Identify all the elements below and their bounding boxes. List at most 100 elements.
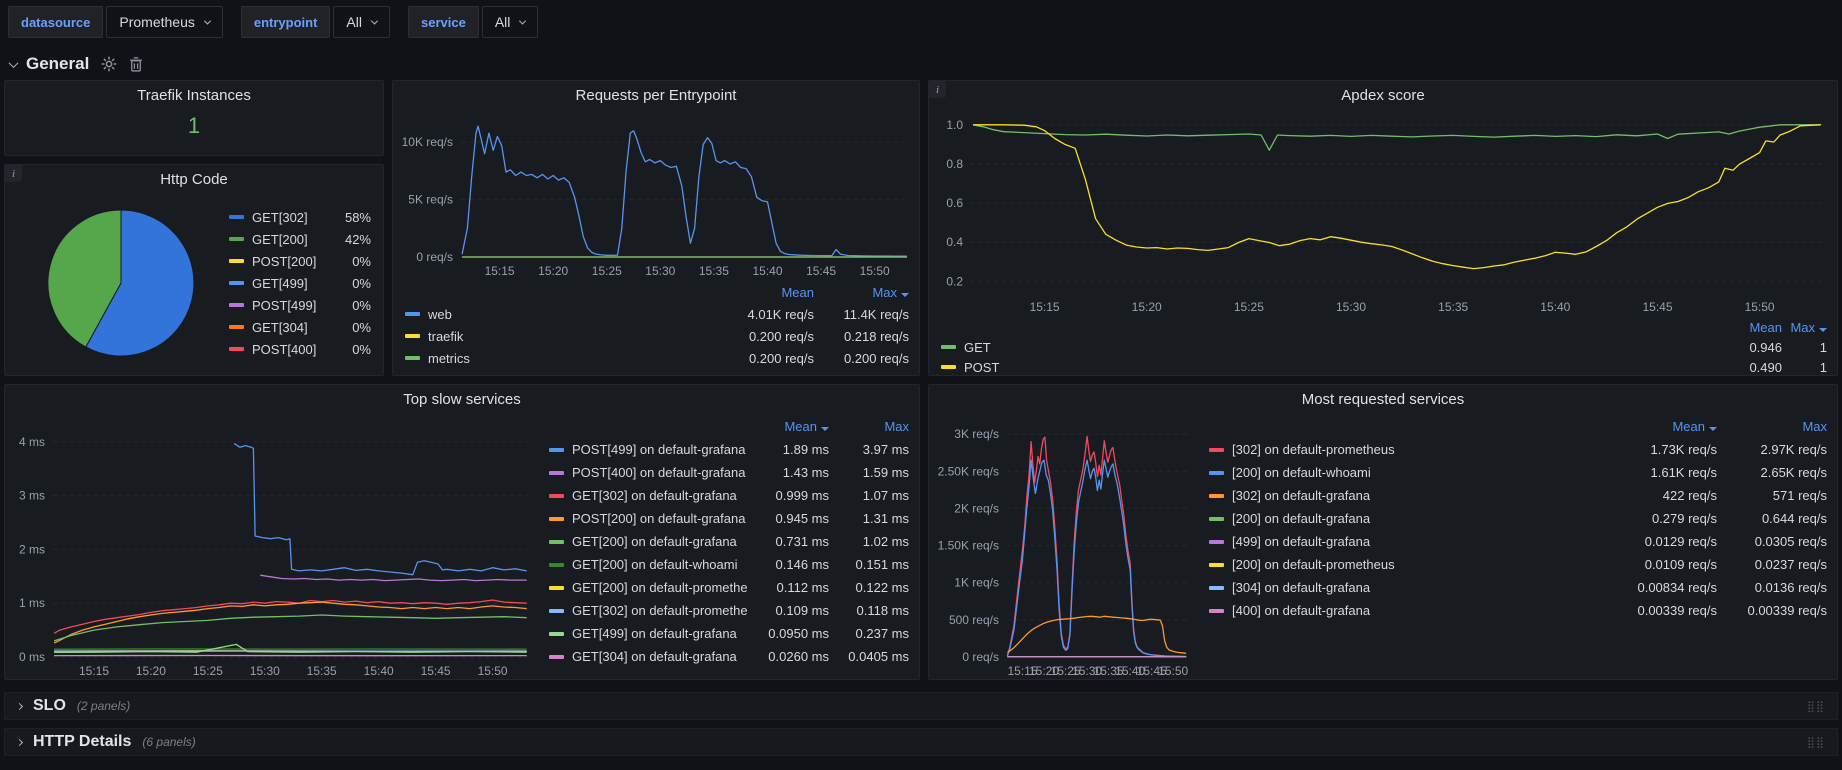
legend-max-value: 571 req/s (1772, 488, 1827, 503)
panel-title[interactable]: Top slow services (5, 385, 919, 413)
panel-title[interactable]: Requests per Entrypoint (393, 81, 919, 109)
legend-series-toggle[interactable]: POST (941, 360, 1707, 375)
variable-service-value[interactable]: All (481, 6, 539, 38)
svg-text:0.8: 0.8 (946, 157, 963, 171)
row-delete-button[interactable] (129, 56, 143, 72)
legend-series-toggle[interactable]: [200] on default-whoami (1209, 465, 1592, 480)
legend-series-toggle[interactable]: GET[200] on default-prometheus (549, 580, 747, 595)
variable-entrypoint-value[interactable]: All (333, 6, 390, 38)
variable-service-label[interactable]: service (407, 6, 479, 38)
series-color-marker (229, 237, 244, 241)
row-general-toggle[interactable]: General (8, 54, 89, 74)
legend-max-value: 1.59 ms (862, 465, 909, 480)
legend-series-toggle[interactable]: POST[499] (229, 298, 352, 313)
legend-row: [200] on default-whoami 1.61K req/s 2.65… (1209, 461, 1827, 484)
legend-max-value: 1.07 ms (862, 488, 909, 503)
legend-sort-mean[interactable]: Mean (1749, 319, 1782, 335)
row-settings-button[interactable] (101, 56, 117, 72)
legend-series-toggle[interactable]: GET[302] (229, 210, 345, 225)
series-color-marker (229, 303, 244, 307)
legend-sort-max[interactable]: Max (884, 419, 909, 434)
variable-datasource: datasource Prometheus (8, 6, 223, 38)
legend-series-toggle[interactable]: GET[200] on default-whoami (549, 557, 747, 572)
panel-title-text: Most requested services (1301, 390, 1465, 408)
legend-series-toggle[interactable]: POST[200] (229, 254, 352, 269)
svg-text:15:40: 15:40 (1540, 300, 1570, 314)
row-http-details[interactable]: HTTP Details (6 panels) ⣿⣿ (4, 728, 1838, 756)
legend-series-toggle[interactable]: [200] on default-grafana (1209, 511, 1592, 526)
legend-series-toggle[interactable]: GET (941, 340, 1707, 355)
legend-mean-value: 0.00339 req/s (1637, 603, 1717, 618)
legend-max-value: 2.97K req/s (1760, 442, 1828, 457)
legend-row: web 4.01K req/s 11.4K req/s (405, 303, 909, 325)
row-slo-title: SLO (33, 697, 66, 714)
legend-max-value: 0.151 ms (855, 557, 909, 572)
legend-series-toggle[interactable]: GET[200] (229, 232, 345, 247)
apdex-score-chart[interactable]: 0.2 0.4 0.6 0.8 1.0 15:15 15:20 15:25 15:30 15:35… (929, 109, 1837, 315)
panel-title[interactable]: Http Code (5, 165, 383, 193)
legend-row: GET[302] on default-prometheus 0.109 ms … (549, 599, 909, 622)
legend-series-toggle[interactable]: web (405, 307, 694, 322)
drag-handle-icon[interactable]: ⣿⣿ (1806, 736, 1825, 749)
legend-sort-mean[interactable]: Mean (1592, 419, 1717, 434)
panel-title[interactable]: Apdex score (929, 81, 1837, 109)
legend-sort-max[interactable]: Max (814, 285, 909, 300)
legend-header-row: Mean Max (1209, 415, 1827, 438)
panel-title[interactable]: Traefik Instances (5, 81, 383, 109)
legend-row: GET[302] on default-grafana 0.999 ms 1.0… (549, 484, 909, 507)
variable-entrypoint-label[interactable]: entrypoint (240, 6, 331, 38)
legend-mean-value: 0.945 ms (775, 511, 829, 526)
legend-sort-max[interactable]: Max (1802, 419, 1827, 434)
svg-text:15:20: 15:20 (1029, 664, 1059, 678)
legend-series-toggle[interactable]: [302] on default-grafana (1209, 488, 1592, 503)
legend-series-toggle[interactable]: POST[400] (229, 342, 352, 357)
legend-series-toggle[interactable]: GET[200] on default-grafana (549, 534, 747, 549)
legend-series-toggle[interactable]: [499] on default-grafana (1209, 534, 1592, 549)
legend-series-toggle[interactable]: GET[304] on default-grafana (549, 649, 747, 664)
legend-row: POST[400] on default-grafana 1.43 ms 1.5… (549, 461, 909, 484)
info-icon[interactable]: i (5, 165, 22, 182)
info-icon[interactable]: i (929, 81, 946, 98)
legend-series-toggle[interactable]: [304] on default-grafana (1209, 580, 1592, 595)
top-slow-services-chart[interactable]: 0 ms 1 ms 2 ms 3 ms 4 ms 15:15 15:20 15:25 15:30… (5, 413, 537, 679)
legend-series-toggle[interactable]: GET[499] (229, 276, 352, 291)
legend-sort-mean[interactable]: Mean (747, 419, 829, 434)
legend-sort-mean[interactable]: Mean (781, 284, 814, 300)
legend-series-toggle[interactable]: POST[499] on default-grafana (549, 442, 747, 457)
http-code-pie-chart[interactable] (47, 209, 195, 357)
series-color-marker (549, 516, 564, 521)
legend-series-toggle[interactable]: traefik (405, 329, 694, 344)
variable-datasource-value[interactable]: Prometheus (106, 6, 223, 38)
series-color-marker (405, 356, 420, 360)
sort-caret-icon (1819, 327, 1827, 332)
legend-series-toggle[interactable]: GET[302] on default-grafana (549, 488, 747, 503)
legend-series-toggle[interactable]: GET[499] on default-grafana (549, 626, 747, 641)
legend-series-toggle[interactable]: [302] on default-prometheus (1209, 442, 1592, 457)
panel-top-slow-services: Top slow services 0 ms 1 ms 2 ms 3 ms 4 ms 15… (4, 384, 920, 680)
svg-text:0 req/s: 0 req/s (962, 650, 999, 664)
legend-series-toggle[interactable]: metrics (405, 351, 694, 366)
requests-per-entrypoint-chart[interactable]: 0 req/s 5K req/s 10K req/s 15:15 15:20 15:25 1… (393, 109, 919, 279)
svg-text:15:30: 15:30 (250, 664, 280, 678)
legend-series-toggle[interactable]: GET[304] (229, 320, 352, 335)
panel-title[interactable]: Most requested services (929, 385, 1837, 413)
legend-mean-value: 1.61K req/s (1650, 465, 1718, 480)
legend-max-value: 0.200 req/s (843, 350, 909, 366)
svg-text:15:40: 15:40 (364, 664, 394, 678)
drag-handle-icon[interactable]: ⣿⣿ (1806, 700, 1825, 713)
legend-series-toggle[interactable]: POST[200] on default-grafana (549, 511, 747, 526)
legend-sort-max[interactable]: Max (1782, 320, 1827, 335)
svg-text:15:45: 15:45 (421, 664, 451, 678)
legend-series-toggle[interactable]: POST[400] on default-grafana (549, 465, 747, 480)
legend-series-toggle[interactable]: [200] on default-prometheus (1209, 557, 1592, 572)
http-code-legend: GET[302] 58% GET[200] 42% POST[200] 0% G… (229, 206, 371, 360)
svg-text:0.4: 0.4 (946, 235, 963, 249)
variable-datasource-label[interactable]: datasource (8, 6, 104, 38)
most-requested-services-chart[interactable]: 0 req/s 500 req/s 1K req/s 1.50K req/s 2K re… (929, 413, 1197, 679)
legend-series-toggle[interactable]: [400] on default-grafana (1209, 603, 1592, 618)
legend-max-value: 1 (1819, 359, 1827, 375)
legend-series-toggle[interactable]: GET[302] on default-prometheus (549, 603, 747, 618)
svg-text:15:25: 15:25 (592, 264, 622, 278)
row-slo[interactable]: SLO (2 panels) ⣿⣿ (4, 692, 1838, 720)
